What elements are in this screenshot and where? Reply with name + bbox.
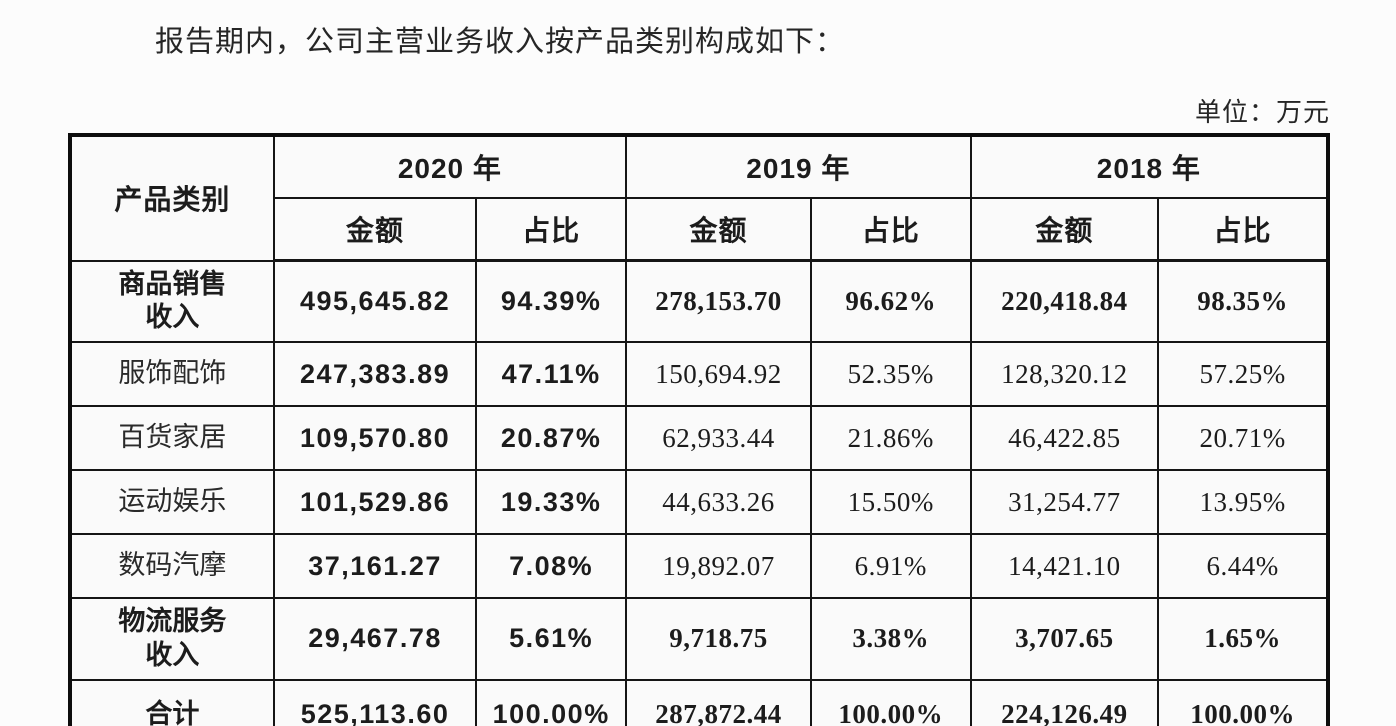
- cell-category: 服饰配饰: [69, 341, 275, 407]
- table-row: 百货家居 109,570.80 20.87% 62,933.44 21.86% 46,42…: [69, 405, 1329, 471]
- header-row-metrics: 金额 占比 金额 占比 金额 占比: [70, 197, 1329, 262]
- unit-label: 单位：万元: [1194, 98, 1330, 127]
- cell-2019-amount: 62,933.44: [625, 405, 812, 471]
- cell-2019-amount: 9,718.75: [625, 597, 812, 681]
- cell-2020-ratio: 19.33%: [475, 469, 627, 535]
- cell-2018-amount: 128,320.12: [969, 341, 1160, 407]
- cell-category: 运动娱乐: [69, 469, 275, 535]
- table-row: 物流服务 收入 29,467.78 5.61% 9,718.75 3.38% 3,707.…: [69, 597, 1329, 681]
- table-row: 商品销售 收入 495,645.82 94.39% 278,153.70 96.62% 2…: [69, 259, 1329, 343]
- cell-2018-amount: 46,422.85: [969, 405, 1160, 471]
- cell-2020-ratio: 94.39%: [475, 259, 627, 343]
- cell-2019-amount: 44,633.26: [625, 469, 812, 535]
- cell-2020-amount: 525,113.60: [272, 678, 478, 726]
- table-container: 单位：万元 产品类别 2020 年 2019 年 2018 年 金: [68, 92, 1330, 726]
- header-year-2018: 2018 年: [969, 134, 1330, 199]
- cell-2019-amount: 150,694.92: [625, 341, 812, 407]
- cell-2020-amount: 29,467.78: [272, 597, 478, 681]
- cell-2020-amount: 109,570.80: [272, 405, 478, 471]
- table-row: 数码汽摩 37,161.27 7.08% 19,892.07 6.91% 14,421.1…: [69, 533, 1329, 599]
- cell-2019-amount: 287,872.44: [625, 678, 812, 726]
- cell-category: 物流服务 收入: [69, 597, 275, 681]
- cell-2018-ratio: 13.95%: [1157, 469, 1329, 535]
- cell-category: 合计: [69, 678, 275, 726]
- header-2019-ratio: 占比: [809, 197, 972, 262]
- header-year-2020: 2020 年: [272, 134, 628, 199]
- cell-2019-ratio: 100.00%: [809, 678, 972, 726]
- cell-2018-amount: 31,254.77: [969, 469, 1160, 535]
- cell-2018-ratio: 57.25%: [1157, 341, 1329, 407]
- cell-2018-amount: 220,418.84: [969, 259, 1160, 343]
- header-2020-ratio: 占比: [475, 197, 627, 262]
- cell-2018-amount: 224,126.49: [969, 678, 1160, 726]
- cell-2019-ratio: 52.35%: [809, 341, 972, 407]
- cell-2019-amount: 19,892.07: [625, 533, 812, 599]
- cell-2019-ratio: 15.50%: [809, 469, 972, 535]
- cell-2020-amount: 37,161.27: [272, 533, 478, 599]
- cell-2020-ratio: 7.08%: [475, 533, 627, 599]
- table-row: 合计 525,113.60 100.00% 287,872.44 100.00% 224,…: [69, 678, 1329, 726]
- cell-2020-ratio: 5.61%: [475, 597, 627, 681]
- cell-2018-ratio: 6.44%: [1157, 533, 1329, 599]
- cell-2018-amount: 14,421.10: [969, 533, 1160, 599]
- header-year-2019: 2019 年: [625, 134, 972, 199]
- page-title: 报告期内，公司主营业务收入按产品类别构成如下：: [155, 26, 846, 58]
- cell-2020-ratio: 47.11%: [475, 341, 627, 407]
- cell-2018-ratio: 100.00%: [1157, 678, 1329, 726]
- cell-category: 数码汽摩: [69, 533, 275, 599]
- cell-2020-ratio: 20.87%: [475, 405, 627, 471]
- header-row-years: 产品类别 2020 年 2019 年 2018 年: [69, 134, 1330, 262]
- table-row: 运动娱乐 101,529.86 19.33% 44,633.26 15.50% 31,25…: [69, 469, 1329, 535]
- header-2018-ratio: 占比: [1157, 197, 1329, 262]
- cell-2018-ratio: 98.35%: [1157, 259, 1329, 343]
- cell-2019-ratio: 6.91%: [809, 533, 972, 599]
- cell-2018-ratio: 1.65%: [1157, 597, 1329, 681]
- header-2018-amount: 金额: [969, 197, 1160, 262]
- cell-2018-ratio: 20.71%: [1157, 405, 1329, 471]
- cell-category: 商品销售 收入: [69, 259, 275, 343]
- cell-2019-ratio: 21.86%: [809, 405, 972, 471]
- header-category: 产品类别: [69, 134, 275, 262]
- table-row: 服饰配饰 247,383.89 47.11% 150,694.92 52.35% 128,…: [69, 341, 1329, 407]
- revenue-by-product-table: 产品类别 2020 年 2019 年 2018 年 金额 占比 金额 占比 金额…: [68, 133, 1330, 726]
- cell-2018-amount: 3,707.65: [969, 597, 1160, 681]
- cell-2020-amount: 495,645.82: [272, 259, 478, 343]
- cell-2019-amount: 278,153.70: [625, 259, 812, 343]
- cell-category: 百货家居: [69, 405, 275, 471]
- cell-2019-ratio: 3.38%: [809, 597, 972, 681]
- cell-2020-amount: 101,529.86: [272, 469, 478, 535]
- header-2020-amount: 金额: [272, 197, 478, 262]
- cell-2020-amount: 247,383.89: [272, 341, 478, 407]
- header-2019-amount: 金额: [625, 197, 812, 262]
- cell-2020-ratio: 100.00%: [475, 678, 627, 726]
- cell-2019-ratio: 96.62%: [809, 259, 972, 343]
